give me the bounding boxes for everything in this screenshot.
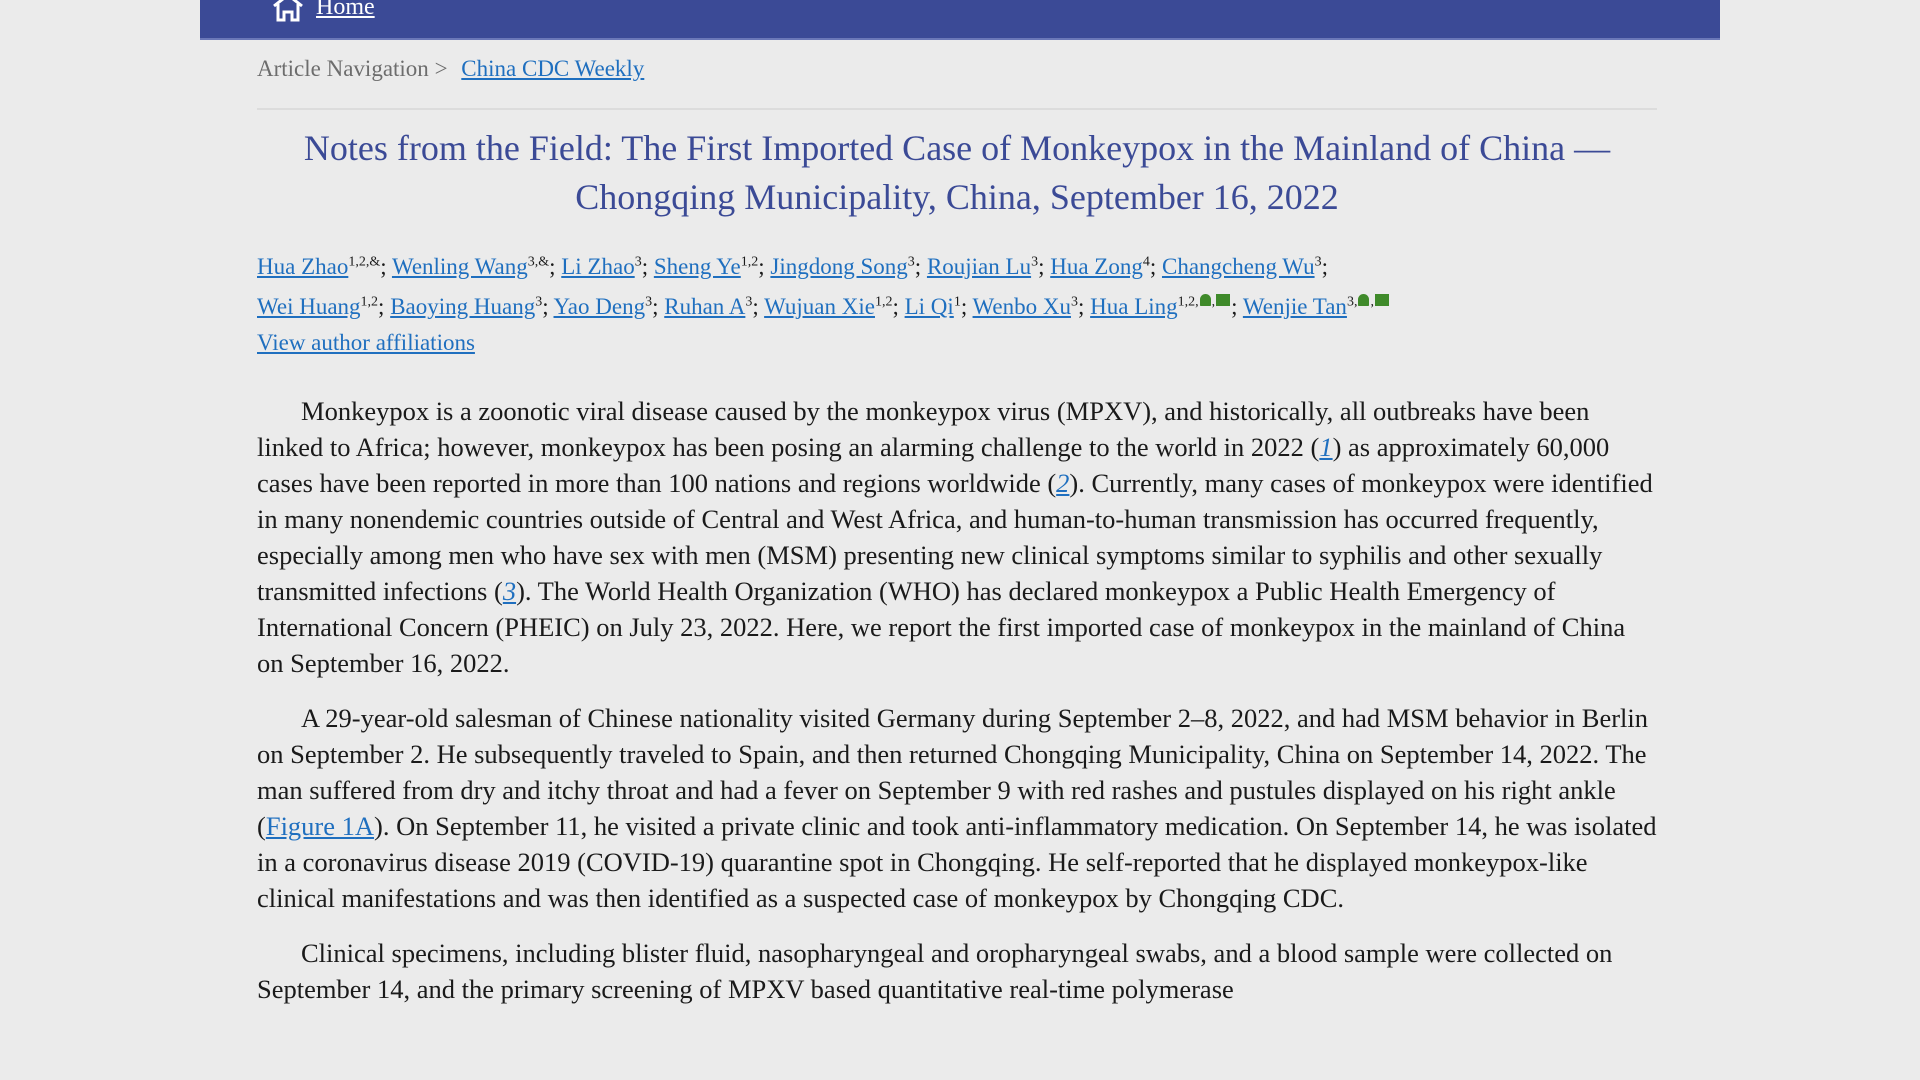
author-affiliation-sup: 3 bbox=[1070, 294, 1078, 310]
top-header-bar: Home bbox=[200, 0, 1720, 40]
author-link[interactable]: Sheng Ye bbox=[653, 253, 741, 279]
author-link[interactable]: Wenjie Tan bbox=[1242, 294, 1347, 320]
article-body: Monkeypox is a zoonotic viral disease ca… bbox=[257, 393, 1657, 1026]
author-affiliation-sup: 3 bbox=[645, 294, 653, 310]
author-affiliation-sup: 3 bbox=[1314, 254, 1322, 269]
breadcrumb-journal-link[interactable]: China CDC Weekly bbox=[461, 56, 645, 81]
author-link[interactable]: Wenling Wang bbox=[391, 253, 528, 279]
comma: , bbox=[1211, 294, 1216, 310]
author-affiliation-sup: 3 bbox=[1031, 254, 1039, 269]
author-link[interactable]: Li Zhao bbox=[561, 253, 635, 279]
author-link[interactable]: Jingdong Song bbox=[770, 253, 908, 279]
paragraph: Monkeypox is a zoonotic viral disease ca… bbox=[257, 396, 1653, 678]
author-link[interactable]: Ruhan A bbox=[664, 294, 746, 320]
corresponding-author-icon bbox=[1358, 293, 1370, 306]
author-list: Hua Zhao1,2,&; Wenling Wang3,&; Li Zhao3… bbox=[257, 244, 1657, 361]
divider bbox=[257, 108, 1657, 110]
author-affiliation-sup: 3, bbox=[1346, 294, 1358, 310]
home-icon bbox=[273, 0, 303, 22]
breadcrumb-separator: > bbox=[434, 56, 448, 81]
author-link[interactable]: Roujian Lu bbox=[926, 253, 1032, 279]
author-affiliation-sup: 1 bbox=[953, 294, 961, 310]
reference-link[interactable]: 1 bbox=[1319, 432, 1333, 462]
view-affiliations-link[interactable]: View author affiliations bbox=[257, 330, 475, 356]
author-link[interactable]: Changcheng Wu bbox=[1161, 253, 1315, 279]
home-link[interactable]: Home bbox=[270, 0, 375, 22]
author-link[interactable]: Wujuan Xie bbox=[764, 294, 875, 320]
author-link[interactable]: Li Qi bbox=[904, 294, 954, 320]
figure-link[interactable]: Figure 1A bbox=[265, 811, 375, 841]
author-affiliation-sup: 1,2 bbox=[740, 254, 759, 269]
author-affiliation-sup: 1,2,& bbox=[348, 254, 381, 269]
author-affiliation-sup: 3 bbox=[745, 294, 753, 310]
author-link[interactable]: Hua Zhao bbox=[257, 253, 349, 279]
comma: , bbox=[1370, 294, 1374, 310]
breadcrumb-prefix: Article Navigation bbox=[257, 56, 429, 81]
author-affiliation-sup: 1,2 bbox=[360, 294, 379, 310]
author-link[interactable]: Hua Ling bbox=[1090, 294, 1178, 320]
author-link[interactable]: Wei Huang bbox=[257, 294, 361, 320]
author-link[interactable]: Baoying Huang bbox=[390, 294, 536, 320]
author-affiliation-sup: 3 bbox=[535, 294, 543, 310]
corresponding-author-icon bbox=[1199, 293, 1211, 306]
author-affiliation-sup: 1,2, bbox=[1177, 294, 1199, 310]
author-link[interactable]: Yao Deng bbox=[553, 294, 646, 320]
email-icon[interactable] bbox=[1216, 293, 1231, 306]
paragraph: A 29-year-old salesman of Chinese nation… bbox=[257, 703, 1657, 913]
author-affiliation-sup: 1,2 bbox=[874, 294, 893, 310]
author-affiliation-sup: 3,& bbox=[527, 254, 550, 269]
author-affiliation-sup: 3 bbox=[907, 254, 915, 269]
reference-link[interactable]: 3 bbox=[502, 576, 517, 606]
author-affiliation-sup: 3 bbox=[634, 254, 642, 269]
author-affiliation-sup: 4 bbox=[1142, 254, 1150, 269]
breadcrumb: Article Navigation > China CDC Weekly bbox=[257, 56, 644, 82]
article-title: Notes from the Field: The First Imported… bbox=[303, 128, 1611, 217]
home-label[interactable]: Home bbox=[316, 0, 375, 20]
author-link[interactable]: Hua Zong bbox=[1050, 253, 1143, 279]
email-icon[interactable] bbox=[1374, 293, 1389, 306]
paragraph: Clinical specimens, including blister fl… bbox=[257, 938, 1613, 1004]
author-link[interactable]: Wenbo Xu bbox=[972, 294, 1071, 320]
reference-link[interactable]: 2 bbox=[1056, 468, 1070, 498]
